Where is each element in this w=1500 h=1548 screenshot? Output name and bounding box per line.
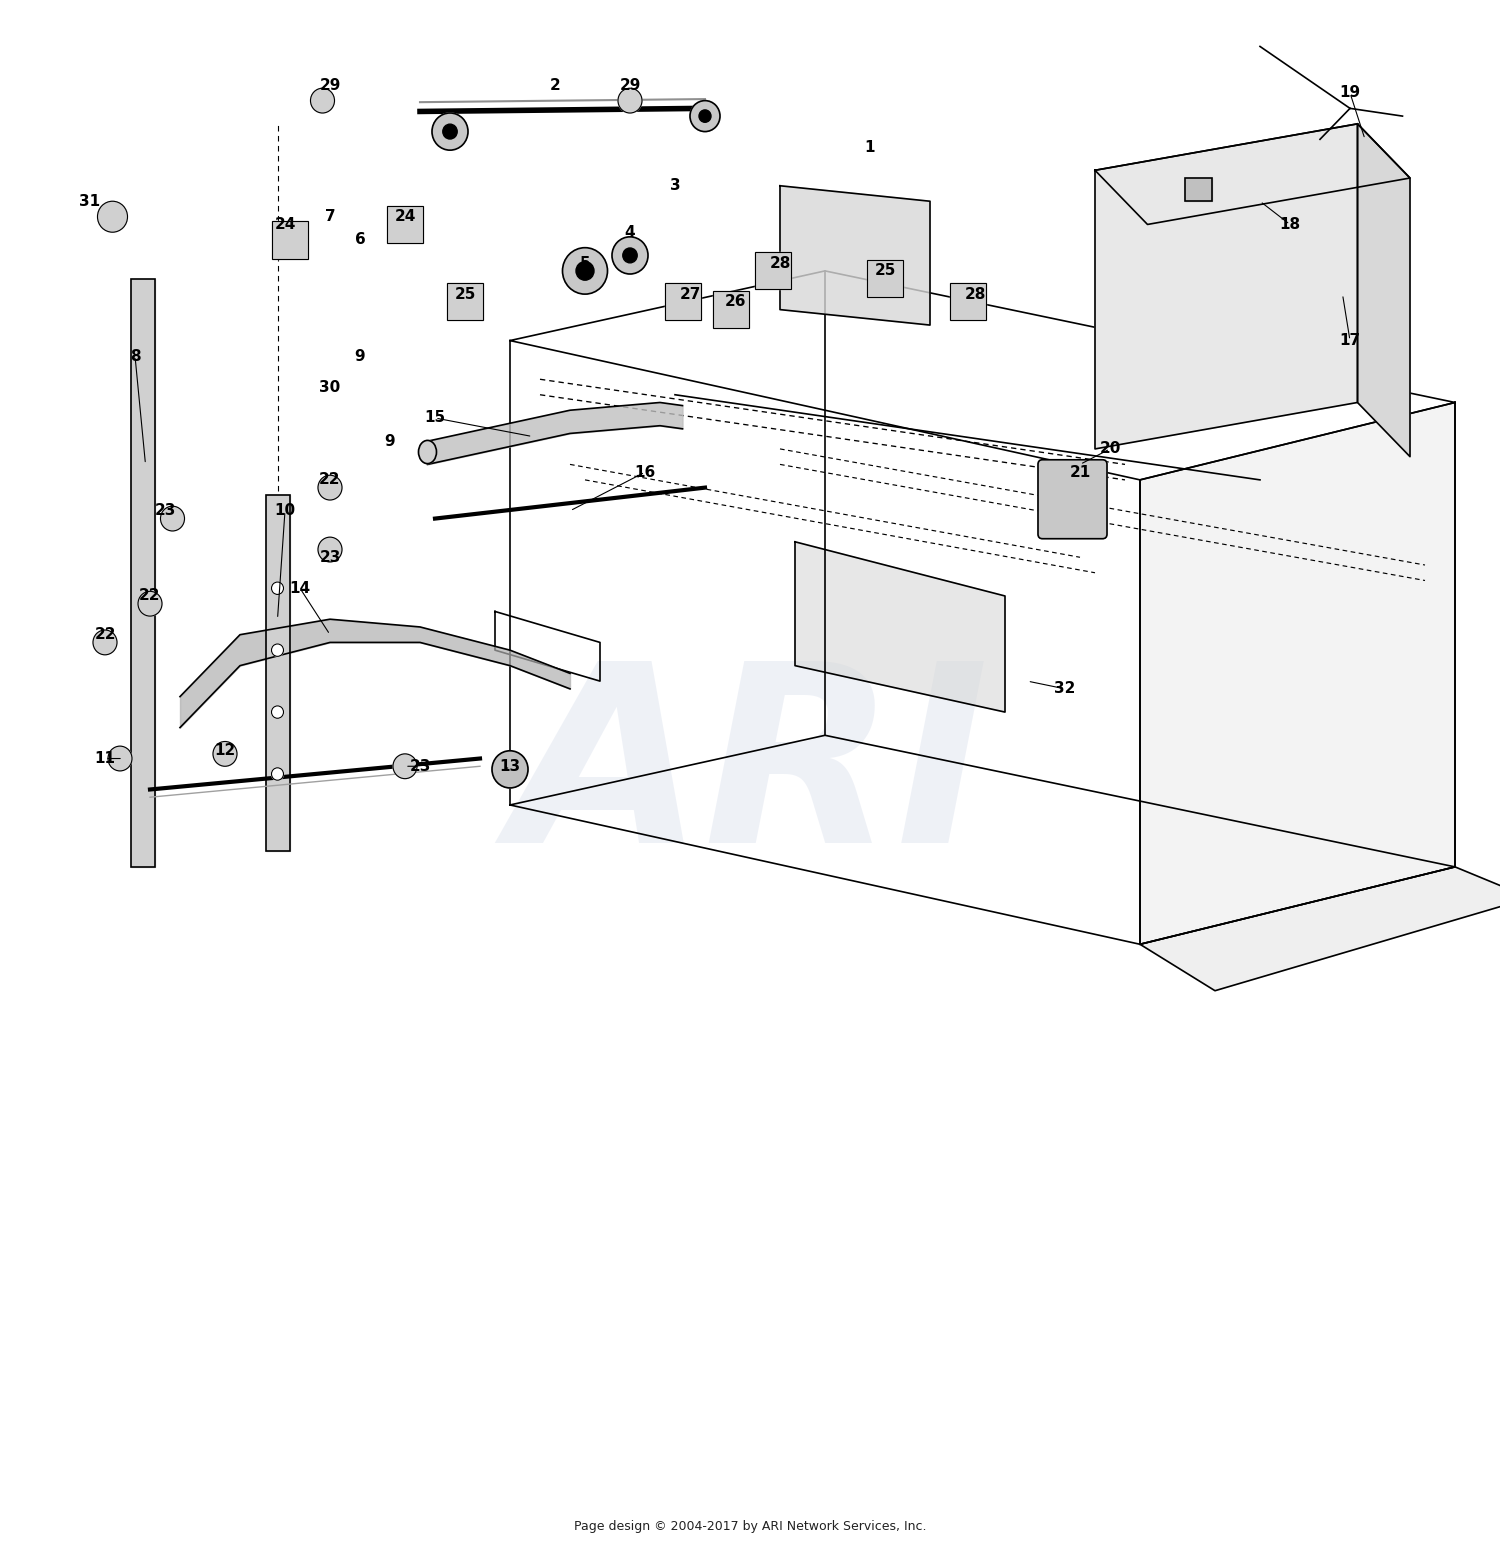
Circle shape [618, 88, 642, 113]
Text: 19: 19 [1340, 85, 1360, 101]
Polygon shape [1140, 402, 1455, 944]
Text: 30: 30 [320, 379, 340, 395]
Text: 2: 2 [549, 77, 561, 93]
Text: 6: 6 [354, 232, 366, 248]
Text: 14: 14 [290, 580, 310, 596]
FancyBboxPatch shape [1038, 460, 1107, 539]
Text: 23: 23 [320, 550, 340, 565]
Bar [712, 291, 748, 328]
Text: 24: 24 [274, 217, 296, 232]
Polygon shape [1358, 124, 1410, 457]
Polygon shape [1095, 124, 1410, 224]
Bar [447, 283, 483, 320]
Circle shape [432, 113, 468, 150]
Text: Page design © 2004-2017 by ARI Network Services, Inc.: Page design © 2004-2017 by ARI Network S… [573, 1520, 926, 1533]
Text: 9: 9 [354, 348, 366, 364]
Text: 29: 29 [320, 77, 340, 93]
Circle shape [318, 475, 342, 500]
Text: 23: 23 [154, 503, 176, 519]
Text: 29: 29 [620, 77, 640, 93]
Text: 13: 13 [500, 759, 520, 774]
Text: 27: 27 [680, 286, 700, 302]
Circle shape [576, 262, 594, 280]
Bar [1185, 178, 1212, 201]
Bar [266, 495, 290, 851]
Text: 24: 24 [394, 209, 416, 224]
Circle shape [272, 768, 284, 780]
Bar [867, 260, 903, 297]
Text: 12: 12 [214, 743, 236, 759]
Text: 11: 11 [94, 751, 116, 766]
Text: 10: 10 [274, 503, 296, 519]
Text: ARI: ARI [510, 653, 990, 895]
Text: 4: 4 [624, 224, 636, 240]
Text: 1: 1 [864, 139, 874, 155]
Bar [950, 283, 986, 320]
Text: 16: 16 [634, 464, 656, 480]
Bar [130, 279, 154, 867]
Text: 5: 5 [579, 255, 591, 271]
Text: 26: 26 [724, 294, 746, 310]
Circle shape [562, 248, 608, 294]
Bar [447, 283, 483, 320]
Circle shape [492, 751, 528, 788]
Bar [266, 495, 290, 851]
Polygon shape [1140, 867, 1500, 991]
Circle shape [272, 582, 284, 594]
Circle shape [318, 537, 342, 562]
Circle shape [622, 248, 638, 263]
Bar [387, 206, 423, 243]
Bar [712, 291, 748, 328]
Circle shape [272, 644, 284, 656]
Circle shape [690, 101, 720, 132]
Circle shape [612, 237, 648, 274]
Bar [950, 283, 986, 320]
Bar [130, 279, 154, 867]
Circle shape [699, 110, 711, 122]
Bar [754, 252, 790, 289]
Bar [1185, 178, 1212, 201]
Text: 28: 28 [964, 286, 986, 302]
Text: 23: 23 [410, 759, 430, 774]
Circle shape [108, 746, 132, 771]
Polygon shape [780, 186, 930, 325]
Text: 22: 22 [140, 588, 160, 604]
Bar [272, 221, 308, 259]
Bar [664, 283, 700, 320]
Circle shape [98, 201, 128, 232]
Polygon shape [795, 542, 1005, 712]
Text: 17: 17 [1340, 333, 1360, 348]
Polygon shape [1095, 124, 1358, 449]
Text: 15: 15 [424, 410, 445, 426]
Text: 3: 3 [669, 178, 681, 194]
Bar [754, 252, 790, 289]
Text: 22: 22 [320, 472, 340, 488]
Circle shape [442, 124, 458, 139]
Text: 20: 20 [1100, 441, 1120, 457]
Text: 9: 9 [384, 433, 396, 449]
Text: 7: 7 [324, 209, 336, 224]
Text: 31: 31 [80, 194, 100, 209]
Text: 21: 21 [1070, 464, 1090, 480]
Bar [664, 283, 700, 320]
Circle shape [310, 88, 334, 113]
Circle shape [213, 741, 237, 766]
Text: 8: 8 [129, 348, 141, 364]
Circle shape [93, 630, 117, 655]
Bar [867, 260, 903, 297]
Text: 28: 28 [770, 255, 790, 271]
Text: 25: 25 [874, 263, 896, 279]
Bar [272, 221, 308, 259]
Circle shape [160, 506, 184, 531]
Bar [387, 206, 423, 243]
Text: 32: 32 [1054, 681, 1076, 697]
Circle shape [272, 706, 284, 718]
Text: 18: 18 [1280, 217, 1300, 232]
Text: 25: 25 [454, 286, 476, 302]
Text: 22: 22 [94, 627, 116, 642]
Ellipse shape [419, 441, 436, 464]
Circle shape [138, 591, 162, 616]
Circle shape [393, 754, 417, 779]
